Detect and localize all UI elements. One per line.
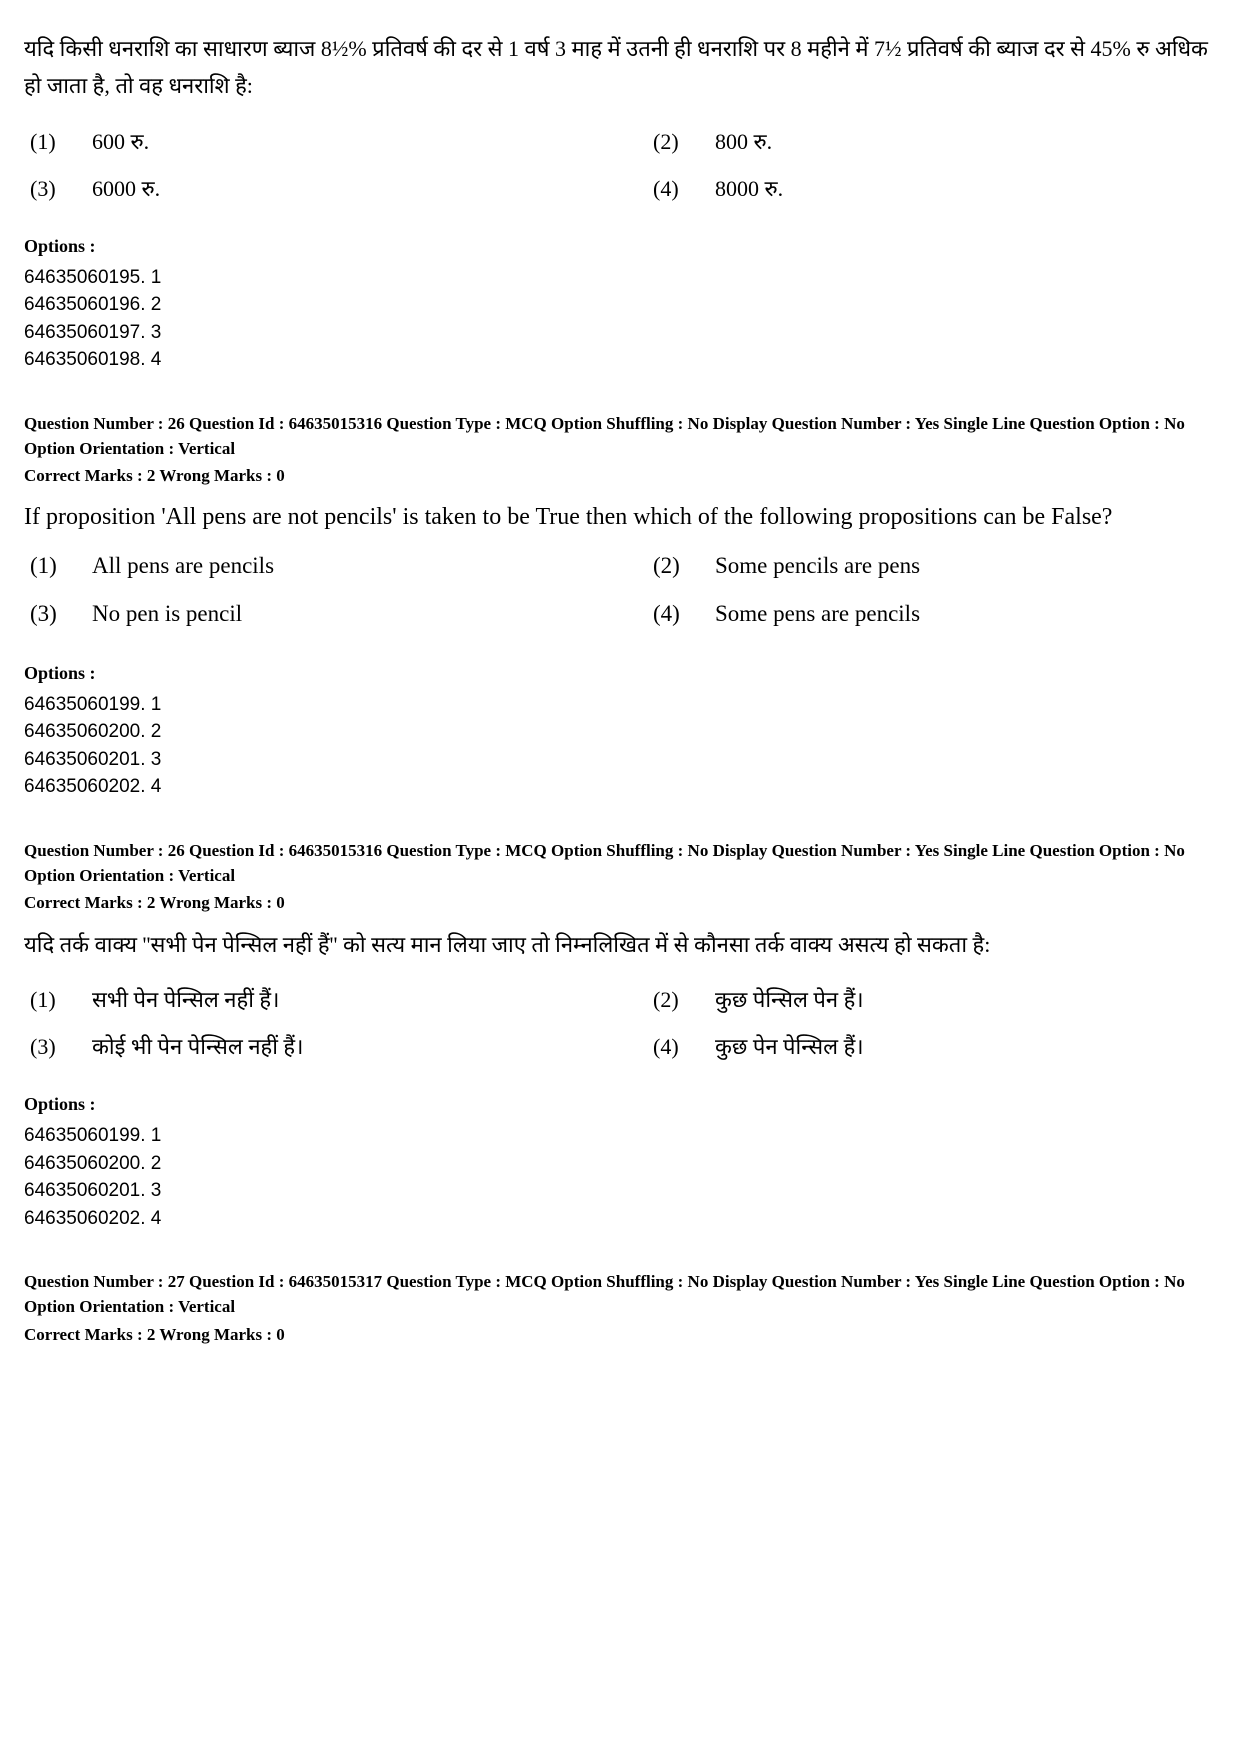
answer-option: (4) कुछ पेन पेन्सिल हैं। [653, 1030, 1216, 1063]
answer-text: कुछ पेन पेन्सिल हैं। [715, 1030, 864, 1063]
answer-num: (4) [653, 597, 687, 632]
options-label: Options : [24, 660, 1216, 687]
answer-option: (3) कोई भी पेन पेन्सिल नहीं हैं। [30, 1030, 593, 1063]
answer-grid: (1) All pens are pencils (2) Some pencil… [24, 549, 1216, 632]
answer-text: 6000 रु. [92, 172, 160, 205]
option-id: 64635060201. 3 [24, 1177, 1216, 1205]
answer-option: (4) Some pens are pencils [653, 597, 1216, 632]
question-marks: Correct Marks : 2 Wrong Marks : 0 [24, 890, 1216, 916]
option-id: 64635060198. 4 [24, 346, 1216, 374]
option-id: 64635060197. 3 [24, 319, 1216, 347]
option-id: 64635060195. 1 [24, 264, 1216, 292]
question-marks: Correct Marks : 2 Wrong Marks : 0 [24, 1322, 1216, 1348]
question-meta: Question Number : 26 Question Id : 64635… [24, 839, 1216, 888]
answer-option: (2) Some pencils are pens [653, 549, 1216, 584]
option-id: 64635060200. 2 [24, 718, 1216, 746]
answer-num: (2) [653, 125, 687, 158]
answer-text: सभी पेन पेन्सिल नहीं हैं। [92, 983, 279, 1016]
answer-grid: (1) 600 रु. (2) 800 रु. (3) 6000 रु. (4)… [24, 125, 1216, 205]
answer-num: (2) [653, 549, 687, 584]
answer-text: All pens are pencils [92, 549, 274, 584]
question-text: यदि किसी धनराशि का साधारण ब्याज 8½% प्रत… [24, 30, 1216, 105]
answer-num: (3) [30, 1030, 64, 1063]
answer-option: (3) No pen is pencil [30, 597, 593, 632]
answer-text: Some pencils are pens [715, 549, 920, 584]
question-text: If proposition 'All pens are not pencils… [24, 499, 1216, 535]
answer-text: 600 रु. [92, 125, 149, 158]
question-text: यदि तर्क वाक्य ''सभी पेन पेन्सिल नहीं है… [24, 926, 1216, 963]
answer-num: (1) [30, 549, 64, 584]
answer-option: (2) 800 रु. [653, 125, 1216, 158]
answer-num: (3) [30, 597, 64, 632]
answer-grid: (1) सभी पेन पेन्सिल नहीं हैं। (2) कुछ पे… [24, 983, 1216, 1063]
answer-text: कुछ पेन्सिल पेन हैं। [715, 983, 864, 1016]
answer-num: (2) [653, 983, 687, 1016]
option-id: 64635060201. 3 [24, 746, 1216, 774]
answer-text: Some pens are pencils [715, 597, 920, 632]
answer-num: (3) [30, 172, 64, 205]
answer-num: (1) [30, 983, 64, 1016]
answer-num: (4) [653, 172, 687, 205]
question-marks: Correct Marks : 2 Wrong Marks : 0 [24, 463, 1216, 489]
option-id: 64635060199. 1 [24, 1122, 1216, 1150]
option-id: 64635060199. 1 [24, 691, 1216, 719]
question-meta: Question Number : 27 Question Id : 64635… [24, 1270, 1216, 1319]
option-id: 64635060202. 4 [24, 773, 1216, 801]
answer-text: 8000 रु. [715, 172, 783, 205]
answer-option: (1) 600 रु. [30, 125, 593, 158]
answer-option: (3) 6000 रु. [30, 172, 593, 205]
answer-option: (4) 8000 रु. [653, 172, 1216, 205]
answer-text: कोई भी पेन पेन्सिल नहीं हैं। [92, 1030, 303, 1063]
options-label: Options : [24, 233, 1216, 260]
option-id: 64635060200. 2 [24, 1150, 1216, 1178]
answer-option: (2) कुछ पेन्सिल पेन हैं। [653, 983, 1216, 1016]
question-meta: Question Number : 26 Question Id : 64635… [24, 412, 1216, 461]
answer-num: (1) [30, 125, 64, 158]
answer-num: (4) [653, 1030, 687, 1063]
answer-text: 800 रु. [715, 125, 772, 158]
answer-option: (1) सभी पेन पेन्सिल नहीं हैं। [30, 983, 593, 1016]
option-id: 64635060202. 4 [24, 1205, 1216, 1233]
answer-option: (1) All pens are pencils [30, 549, 593, 584]
options-label: Options : [24, 1091, 1216, 1118]
option-id: 64635060196. 2 [24, 291, 1216, 319]
answer-text: No pen is pencil [92, 597, 242, 632]
